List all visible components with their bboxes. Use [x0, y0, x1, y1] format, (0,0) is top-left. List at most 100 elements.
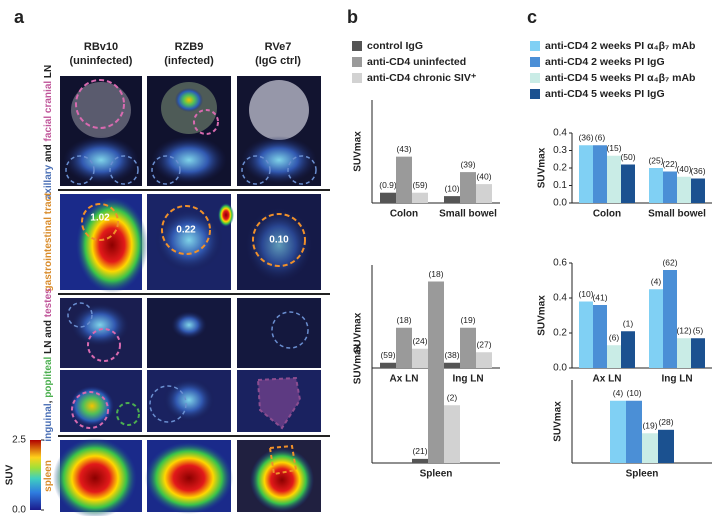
bar: [444, 362, 460, 368]
bar: [396, 156, 412, 203]
row-label-segment: axillary: [43, 164, 54, 199]
roi-outline: [268, 444, 298, 476]
bar-label: (25): [648, 155, 663, 165]
y-tick-label: 0.3: [553, 145, 567, 156]
y-axis-label: SUVmax: [553, 401, 564, 442]
bar-label: (38): [444, 350, 459, 360]
bar: [579, 145, 593, 203]
bar: [621, 331, 635, 368]
scan-uptake: [63, 136, 139, 184]
bar: [649, 289, 663, 368]
roi-circle: [252, 213, 306, 267]
bar: [610, 400, 626, 463]
bar-label: (40): [476, 171, 491, 181]
legend-label: anti-CD4 5 weeks PI α₄β₇ mAb: [545, 72, 695, 84]
bar-label: (15): [606, 143, 621, 153]
scan-uptake: [163, 378, 215, 422]
scan-uptake: [241, 136, 317, 184]
bar: [658, 429, 674, 463]
bar: [677, 176, 691, 203]
bar: [593, 305, 607, 368]
bar: [412, 348, 428, 368]
bar: [626, 400, 642, 463]
suv-annotation: 0.10: [269, 235, 289, 246]
y-tick-label: 0.0: [553, 363, 567, 374]
scan-tissue: [249, 80, 309, 140]
roi-circle: [81, 203, 119, 241]
roi-circle: [161, 205, 211, 255]
roi-circle: [75, 79, 125, 129]
roi-circle: [71, 391, 109, 429]
row-label-segment: LN and: [43, 317, 54, 356]
row-label-segment: popliteal: [43, 356, 54, 397]
legend-swatch: [530, 57, 540, 67]
bar: [691, 178, 705, 203]
y-tick-label: 0.4: [553, 128, 567, 139]
roi-circle: [151, 155, 181, 185]
roi-circle: [241, 155, 271, 185]
bar: [428, 281, 444, 463]
bar-label: (2): [447, 393, 458, 403]
bar-label: (27): [476, 340, 491, 350]
bar: [460, 327, 476, 368]
scan-uptake: [145, 442, 233, 514]
bar: [412, 192, 428, 203]
scan-uptake: [151, 136, 227, 184]
bar-label: (6): [609, 333, 620, 343]
y-tick-label: 0.1: [553, 180, 567, 191]
roi-circle: [287, 155, 317, 185]
bar-label: (50): [620, 152, 635, 162]
y-tick-label: 0.6: [553, 258, 567, 269]
legend-swatch: [530, 41, 540, 51]
bar: [677, 338, 691, 368]
column-header: RZB9: [175, 41, 204, 53]
scan-uptake: [218, 203, 234, 227]
bar-label: (0.9): [379, 180, 397, 190]
roi-circle: [109, 155, 139, 185]
legend-swatch: [352, 73, 362, 83]
bar: [663, 171, 677, 203]
legend-label: anti-CD4 5 weeks PI IgG: [545, 88, 665, 100]
bar: [380, 192, 396, 203]
legend-label: anti-CD4 2 weeks PI α₄β₇ mAb: [545, 40, 695, 52]
scan-uptake: [171, 311, 207, 339]
legend-swatch: [352, 41, 362, 51]
x-tick-label: Spleen: [420, 469, 453, 480]
bar: [579, 301, 593, 368]
x-tick-label: Small bowel: [648, 209, 706, 220]
scan-uptake: [76, 197, 148, 293]
bar-label: (6): [595, 133, 606, 143]
bar: [621, 164, 635, 203]
roi-circle: [116, 402, 140, 426]
bar-label: (10): [626, 388, 641, 398]
y-axis-label: SUVmax: [353, 343, 364, 384]
roi-outline: [256, 376, 302, 430]
bar-label: (28): [658, 417, 673, 427]
row-label-segment: inguinal: [43, 403, 54, 442]
column-header: (IgG ctrl): [255, 55, 301, 67]
x-tick-label: Colon: [390, 209, 418, 220]
column-header: (infected): [164, 55, 214, 67]
bar: [607, 345, 621, 368]
column-header: RVe7: [265, 41, 292, 53]
bar: [444, 196, 460, 203]
roi-circle: [149, 385, 187, 423]
row-label-segment: facial cranial: [43, 81, 54, 142]
roi-circle: [193, 109, 219, 135]
legend-label: anti-CD4 chronic SIV⁺: [367, 72, 477, 84]
panel-label: a: [14, 7, 25, 27]
bar: [691, 338, 705, 368]
x-tick-label: Ing LN: [661, 374, 692, 385]
bar: [593, 145, 607, 203]
y-axis-label: SUVmax: [537, 147, 548, 188]
panel-label: c: [527, 7, 537, 27]
colorbar-tick-label: 0.0: [12, 505, 26, 516]
bar-label: (22): [662, 159, 677, 169]
pet-ct-images: 1.02 0.22 0.10: [53, 76, 330, 516]
scan-uptake: [245, 207, 313, 283]
row-label: spleen: [43, 460, 54, 492]
row-label: axillary and facial cranial LN: [43, 65, 54, 200]
bar-label: (18): [396, 315, 411, 325]
row-label: inguinal, popliteal LN and testes: [43, 288, 54, 442]
